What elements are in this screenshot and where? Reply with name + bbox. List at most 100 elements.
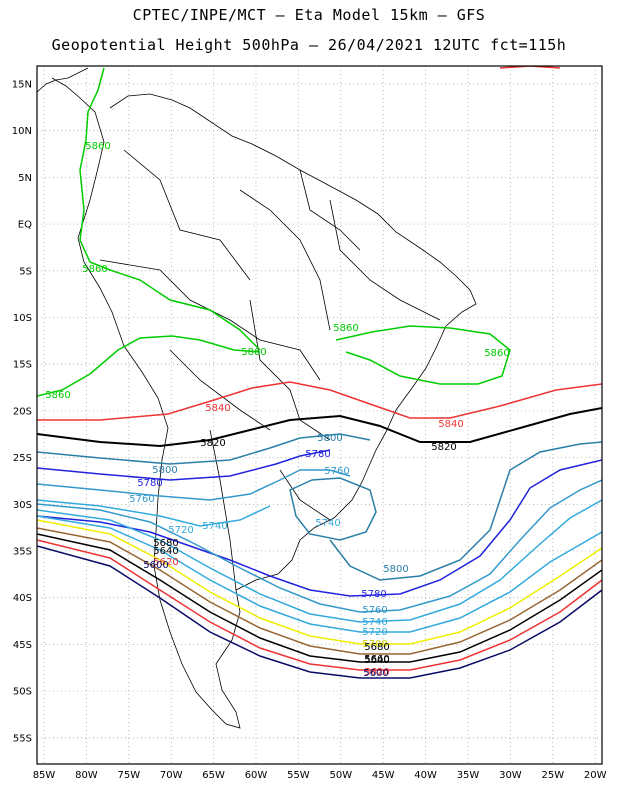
contour-5840 bbox=[37, 381, 602, 421]
height-contours bbox=[37, 66, 602, 679]
lat-lon-grid bbox=[37, 66, 602, 764]
lon-tick-label: 60W bbox=[245, 770, 268, 781]
lon-tick-label: 30W bbox=[499, 770, 522, 781]
contour-5760-b bbox=[37, 479, 602, 613]
contour-value-label: 5860 bbox=[484, 348, 509, 359]
border-4 bbox=[249, 299, 331, 441]
contour-5640 bbox=[37, 539, 602, 671]
contour-value-label: 5760 bbox=[324, 466, 349, 477]
contour-value-label: 5600 bbox=[143, 560, 168, 571]
lat-tick-label: EQ bbox=[18, 220, 32, 231]
lat-tick-label: 25S bbox=[13, 453, 32, 464]
map-title-line-1: CPTEC/INPE/MCT – Eta Model 15km – GFS bbox=[132, 6, 486, 24]
latitude-labels: 15N 10N 5N EQ 5S 10S 15S 20S 25S 30S 35S 40S 45S 50S 5… bbox=[12, 80, 32, 745]
lat-tick-label: 10S bbox=[13, 313, 32, 324]
contour-value-label: 5800 bbox=[383, 564, 408, 575]
contour-value-label: 5800 bbox=[152, 465, 177, 476]
contour-value-label: 5760 bbox=[362, 605, 387, 616]
contour-5740-a bbox=[37, 499, 271, 527]
contour-value-label: 5740 bbox=[202, 521, 227, 532]
border-8 bbox=[279, 469, 331, 521]
contour-5860-east bbox=[335, 325, 511, 385]
contour-value-label: 5840 bbox=[438, 419, 463, 430]
contour-5860-north bbox=[79, 67, 261, 351]
contour-5600 bbox=[37, 545, 602, 679]
contour-value-label: 5720 bbox=[168, 525, 193, 536]
contour-value-label: 5780 bbox=[137, 478, 162, 489]
lat-tick-label: 35S bbox=[13, 547, 32, 558]
map-frame bbox=[36, 65, 603, 765]
map-title-line-2: Geopotential Height 500hPa – 26/04/2021 … bbox=[51, 36, 567, 54]
contour-value-label: 5860 bbox=[333, 323, 358, 334]
contour-cutoff-low bbox=[289, 477, 377, 541]
contour-value-label: 5620 bbox=[153, 557, 178, 568]
contour-value-label: 5860 bbox=[82, 264, 107, 275]
contour-value-label: 5680 bbox=[153, 538, 178, 549]
lat-tick-label: 55S bbox=[13, 733, 32, 744]
contour-value-label: 5820 bbox=[200, 438, 225, 449]
lat-tick-label: 45S bbox=[13, 640, 32, 651]
border-5 bbox=[299, 169, 361, 251]
lon-tick-label: 20W bbox=[584, 770, 607, 781]
contour-value-label: 5660 bbox=[364, 654, 389, 665]
contour-value-label: 5820 bbox=[431, 442, 456, 453]
contour-top-red bbox=[499, 66, 561, 69]
lat-tick-label: 50S bbox=[13, 687, 32, 698]
border-7 bbox=[329, 199, 441, 321]
contour-value-label: 5680 bbox=[364, 642, 389, 653]
contour-value-label: 5800 bbox=[317, 433, 342, 444]
contour-value-label: 5760 bbox=[129, 494, 154, 505]
lon-tick-label: 35W bbox=[457, 770, 480, 781]
contour-labels: 5860 5860 5860 5860 5860 5860 5840 5840 5820 5820… bbox=[45, 141, 509, 679]
contour-value-label: 5860 bbox=[241, 347, 266, 358]
lat-tick-label: 15N bbox=[12, 80, 32, 91]
border-9 bbox=[239, 189, 331, 331]
contour-5660 bbox=[37, 533, 602, 663]
contour-5760-a bbox=[37, 469, 351, 501]
contour-value-label: 5720 bbox=[362, 627, 387, 638]
lon-tick-label: 85W bbox=[33, 770, 56, 781]
border-1 bbox=[123, 149, 251, 281]
contour-5800-b bbox=[329, 441, 602, 581]
contour-5820 bbox=[37, 407, 602, 448]
lon-tick-label: 55W bbox=[287, 770, 310, 781]
contour-5680 bbox=[37, 527, 602, 655]
contour-5780-a bbox=[37, 449, 331, 481]
contour-value-label: 5780 bbox=[361, 589, 386, 600]
border-2 bbox=[99, 259, 321, 381]
border-3 bbox=[169, 349, 271, 431]
lat-tick-label: 10N bbox=[12, 126, 32, 137]
lat-tick-label: 15S bbox=[13, 360, 32, 371]
longitude-labels: 85W 80W 75W 70W 65W 60W 55W 50W 45W 40W 35W 30W 25W 2… bbox=[33, 770, 607, 781]
contour-5860-west bbox=[37, 335, 261, 397]
lon-tick-label: 70W bbox=[160, 770, 183, 781]
contour-5720 bbox=[37, 515, 602, 633]
lon-tick-label: 80W bbox=[75, 770, 98, 781]
contour-value-label: 5740 bbox=[362, 617, 387, 628]
contour-value-label: 5700 bbox=[362, 639, 387, 650]
lon-tick-label: 75W bbox=[117, 770, 140, 781]
lon-tick-label: 50W bbox=[329, 770, 352, 781]
central-america-coastline bbox=[37, 67, 89, 93]
lat-tick-label: 5S bbox=[19, 266, 32, 277]
lon-tick-label: 40W bbox=[414, 770, 437, 781]
contour-5700 bbox=[37, 519, 602, 645]
lon-tick-label: 25W bbox=[541, 770, 564, 781]
lat-tick-label: 40S bbox=[13, 593, 32, 604]
lat-tick-label: 30S bbox=[13, 500, 32, 511]
contour-value-label: 5860 bbox=[85, 141, 110, 152]
contour-value-label: 5860 bbox=[45, 390, 70, 401]
coastline-and-borders bbox=[37, 67, 477, 729]
contour-value-label: 5600 bbox=[363, 668, 388, 679]
contour-value-label: 5740 bbox=[315, 518, 340, 529]
contour-value-label: 5840 bbox=[205, 403, 230, 414]
lat-tick-label: 5N bbox=[18, 173, 32, 184]
contour-5800-a bbox=[37, 433, 371, 465]
contour-value-label: 5640 bbox=[364, 655, 389, 666]
lat-tick-label: 20S bbox=[13, 406, 32, 417]
lon-tick-label: 65W bbox=[202, 770, 225, 781]
contour-5740-b bbox=[37, 499, 602, 623]
south-america-coastline bbox=[51, 77, 477, 729]
lon-tick-label: 45W bbox=[372, 770, 395, 781]
